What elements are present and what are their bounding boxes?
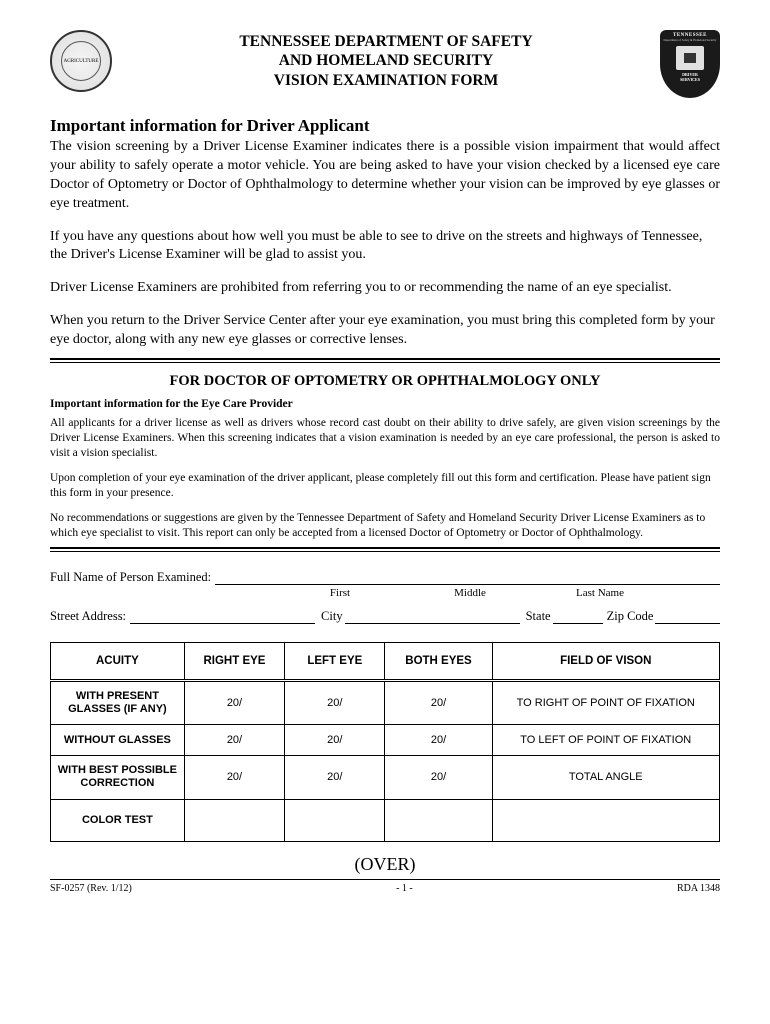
doctor-para-3: No recommendations or suggestions are gi… (50, 511, 720, 541)
row-label: WITH BEST POSSIBLE CORRECTION (51, 756, 185, 799)
over-label: (OVER) (50, 854, 720, 875)
cell-right[interactable]: 20/ (184, 724, 284, 755)
state-input-line[interactable] (553, 610, 603, 624)
applicant-para-1: The vision screening by a Driver License… (50, 138, 720, 214)
title-line-1: TENNESSEE DEPARTMENT OF SAFETY (112, 32, 660, 51)
cell-fov[interactable]: TO LEFT OF POINT OF FIXATION (492, 724, 719, 755)
name-input-line[interactable] (215, 571, 720, 585)
th-both-eyes: BOTH EYES (385, 642, 492, 680)
driver-services-badge-icon: TENNESSEE Department of Safety & Homelan… (660, 30, 720, 98)
badge-map-icon (676, 46, 704, 70)
name-sublabels: First Middle Last Name (50, 587, 720, 599)
doctor-sub-heading: Important information for the Eye Care P… (50, 398, 720, 410)
row-label: COLOR TEST (51, 799, 185, 841)
badge-sub-text: Department of Safety & Homeland Security (664, 39, 717, 42)
table-row: WITHOUT GLASSES 20/ 20/ 20/ TO LEFT OF P… (51, 724, 720, 755)
name-field-row: Full Name of Person Examined: (50, 570, 720, 585)
city-label: City (321, 609, 343, 624)
cell-fov[interactable]: TOTAL ANGLE (492, 756, 719, 799)
th-left-eye: LEFT EYE (285, 642, 385, 680)
applicant-para-2: If you have any questions about how well… (50, 228, 720, 266)
cell-left[interactable]: 20/ (285, 756, 385, 799)
vision-table: ACUITY RIGHT EYE LEFT EYE BOTH EYES FIEL… (50, 642, 720, 842)
table-row: WITH BEST POSSIBLE CORRECTION 20/ 20/ 20… (51, 756, 720, 799)
zip-label: Zip Code (607, 609, 654, 624)
cell-left[interactable]: 20/ (285, 724, 385, 755)
row-label: WITHOUT GLASSES (51, 724, 185, 755)
state-seal-icon: AGRICULTURE (50, 30, 112, 92)
doctor-para-2: Upon completion of your eye examination … (50, 471, 720, 501)
th-acuity: ACUITY (51, 642, 185, 680)
doctor-para-1: All applicants for a driver license as w… (50, 416, 720, 461)
cell-both[interactable] (385, 799, 492, 841)
footer-row: SF-0257 (Rev. 1/12) - 1 - RDA 1348 (50, 879, 720, 894)
divider-2 (50, 547, 720, 552)
th-field-of-vision: FIELD OF VISON (492, 642, 719, 680)
cell-right[interactable]: 20/ (184, 680, 284, 724)
sublabel-middle: Middle (400, 587, 540, 599)
header-row: AGRICULTURE TENNESSEE DEPARTMENT OF SAFE… (50, 30, 720, 98)
cell-fov[interactable]: TO RIGHT OF POINT OF FIXATION (492, 680, 719, 724)
cell-both[interactable]: 20/ (385, 756, 492, 799)
sublabel-first: First (280, 587, 400, 599)
th-right-eye: RIGHT EYE (184, 642, 284, 680)
table-row: WITH PRESENT GLASSES (IF ANY) 20/ 20/ 20… (51, 680, 720, 724)
title-block: TENNESSEE DEPARTMENT OF SAFETY AND HOMEL… (112, 30, 660, 90)
applicant-para-4: When you return to the Driver Service Ce… (50, 312, 720, 350)
footer-left: SF-0257 (Rev. 1/12) (50, 883, 132, 894)
title-line-2: AND HOMELAND SECURITY (112, 51, 660, 70)
cell-both[interactable]: 20/ (385, 680, 492, 724)
state-label: State (526, 609, 551, 624)
cell-both[interactable]: 20/ (385, 724, 492, 755)
footer-center: - 1 - (396, 883, 413, 894)
address-row: Street Address: City State Zip Code (50, 609, 720, 624)
address-input-line[interactable] (130, 610, 315, 624)
cell-right[interactable] (184, 799, 284, 841)
cell-fov[interactable] (492, 799, 719, 841)
divider-1 (50, 358, 720, 363)
doctor-heading: FOR DOCTOR OF OPTOMETRY OR OPHTHALMOLOGY… (50, 373, 720, 390)
sublabel-last: Last Name (540, 587, 660, 599)
badge-stars-icon (684, 53, 696, 63)
cell-left[interactable]: 20/ (285, 680, 385, 724)
table-row: COLOR TEST (51, 799, 720, 841)
table-header-row: ACUITY RIGHT EYE LEFT EYE BOTH EYES FIEL… (51, 642, 720, 680)
name-label: Full Name of Person Examined: (50, 570, 211, 585)
address-label: Street Address: (50, 609, 126, 624)
row-label: WITH PRESENT GLASSES (IF ANY) (51, 680, 185, 724)
city-input-line[interactable] (345, 610, 520, 624)
title-line-3: VISION EXAMINATION FORM (112, 71, 660, 90)
zip-input-line[interactable] (655, 610, 720, 624)
seal-inner: AGRICULTURE (61, 41, 101, 81)
cell-left[interactable] (285, 799, 385, 841)
applicant-heading: Important information for Driver Applica… (50, 116, 720, 136)
footer-right: RDA 1348 (677, 883, 720, 894)
badge-bottom-text: DRIVERSERVICES (680, 73, 700, 82)
cell-right[interactable]: 20/ (184, 756, 284, 799)
applicant-para-3: Driver License Examiners are prohibited … (50, 279, 720, 298)
